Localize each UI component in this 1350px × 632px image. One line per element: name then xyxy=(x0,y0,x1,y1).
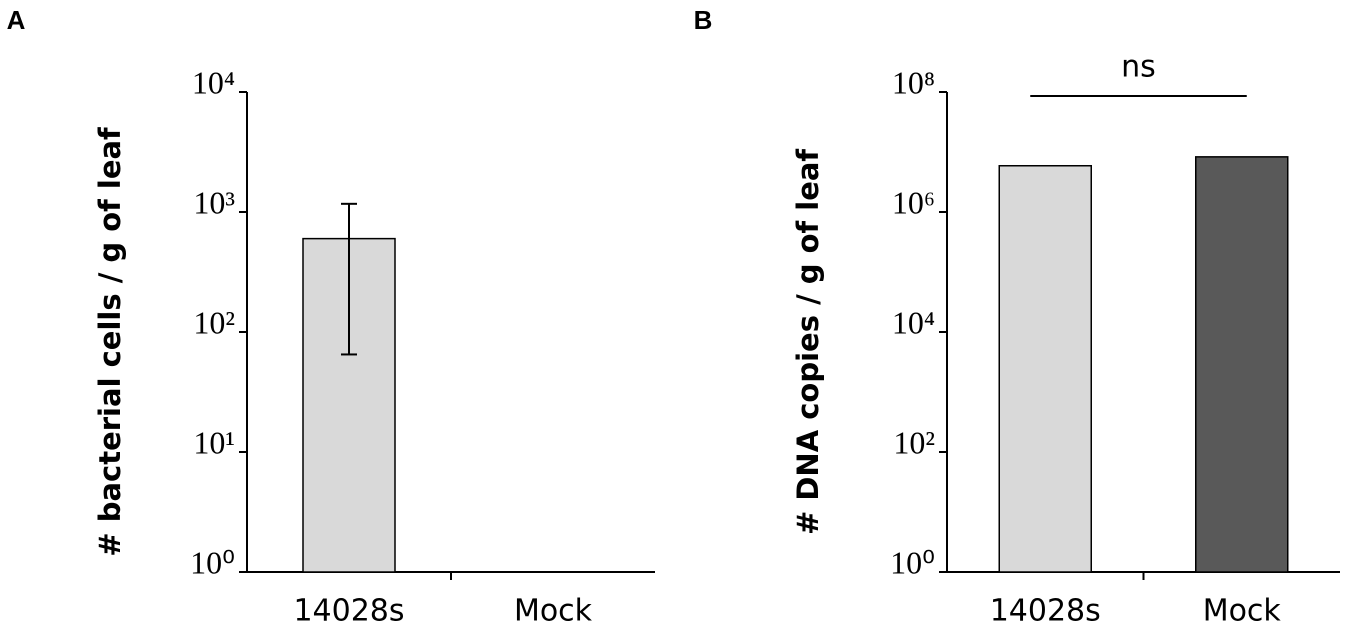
y-tick-label: 10¹ xyxy=(193,424,235,460)
panel-label: B xyxy=(694,5,713,35)
y-axis-label: # bacterial cells / g of leaf xyxy=(93,127,127,557)
y-tick-label: 10⁰ xyxy=(190,544,235,580)
bar xyxy=(1195,156,1289,573)
x-tick-label: 14028s xyxy=(293,594,404,629)
y-tick-label: 10⁶ xyxy=(892,184,935,220)
y-tick-label: 10³ xyxy=(193,184,235,220)
y-tick-label: 10⁴ xyxy=(892,304,935,340)
x-tick-label: Mock xyxy=(1203,594,1282,629)
x-tick-label: 14028s xyxy=(990,594,1101,629)
x-tick-label: Mock xyxy=(514,594,593,629)
y-axis-label: # DNA copies / g of leaf xyxy=(791,149,825,535)
y-tick-label: 10⁸ xyxy=(892,64,935,100)
y-tick-label: 10² xyxy=(893,424,935,460)
bar xyxy=(998,164,1092,573)
significance-label: ns xyxy=(1121,50,1156,85)
y-tick-label: 10² xyxy=(193,304,235,340)
y-tick-label: 10⁰ xyxy=(890,544,935,580)
y-tick-label: 10⁴ xyxy=(192,64,235,100)
panel-label: A xyxy=(7,5,26,35)
